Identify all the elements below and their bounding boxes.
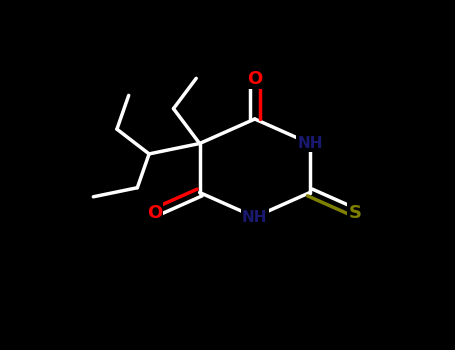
Text: NH: NH — [242, 210, 268, 224]
Text: O: O — [247, 70, 263, 88]
Text: S: S — [349, 204, 362, 222]
Text: O: O — [147, 204, 162, 222]
Text: NH: NH — [297, 136, 323, 151]
